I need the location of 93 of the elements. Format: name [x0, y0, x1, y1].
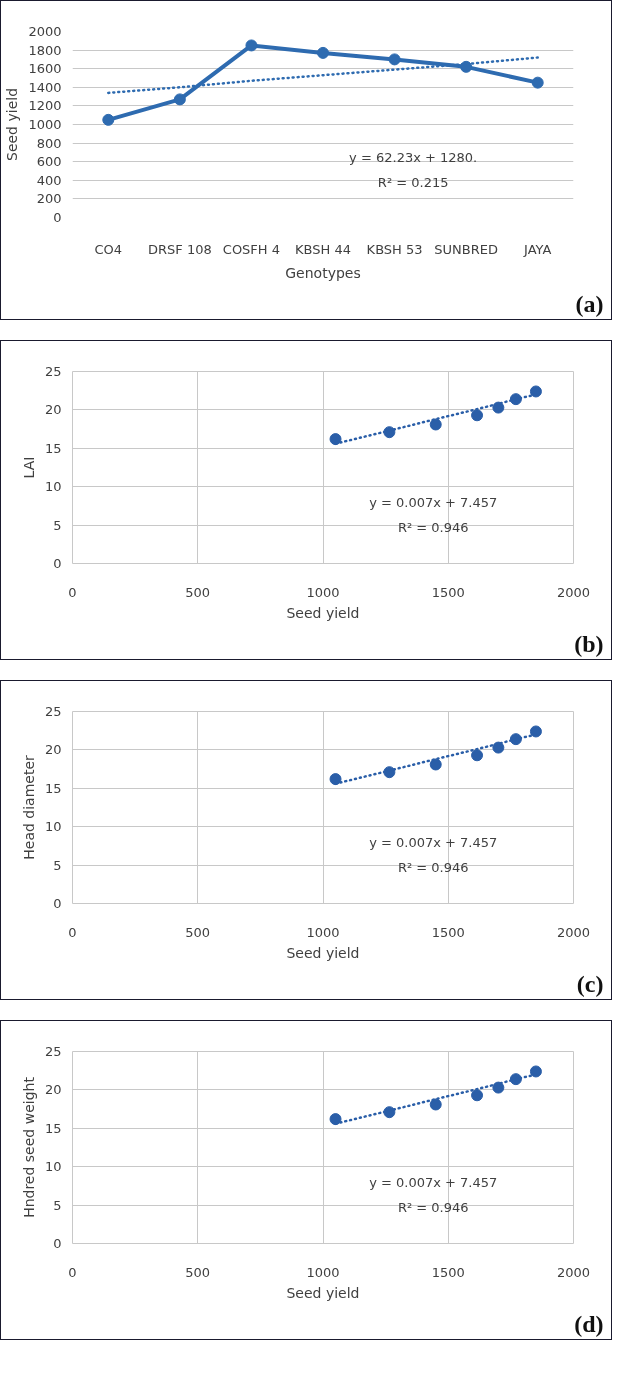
- y-axis-title: Head diameter: [20, 755, 37, 860]
- point: [329, 773, 342, 786]
- x-tick-label: CO4: [94, 241, 123, 257]
- y-axis-title: Hndred seed weight: [20, 1076, 37, 1218]
- y-tick-label: 1400: [28, 79, 62, 95]
- x-tick-label: 2000: [556, 1264, 591, 1280]
- y-tick-label: 25: [44, 364, 62, 379]
- annotation: R² = 0.215: [377, 174, 449, 190]
- y-tick-label: 15: [44, 1120, 62, 1136]
- point: [471, 1089, 484, 1102]
- y-tick-label: 200: [36, 191, 62, 207]
- point: [492, 741, 505, 754]
- point: [388, 53, 401, 66]
- y-axis-title: Seed yield: [4, 87, 21, 162]
- y-tick-label: 20: [44, 742, 62, 758]
- y-tick-label: 5: [53, 857, 62, 873]
- x-tick-label: 1500: [431, 1264, 465, 1280]
- x-tick-label: COSFH 4: [222, 241, 281, 257]
- x-axis-title: Genotypes: [285, 264, 361, 281]
- x-tick-label: 500: [185, 584, 211, 600]
- y-tick-label: 1600: [28, 61, 62, 77]
- y-tick-label: 5: [53, 1197, 62, 1213]
- point: [329, 1113, 342, 1126]
- y-tick-label: 20: [44, 402, 62, 418]
- point: [492, 1081, 505, 1094]
- point: [102, 113, 115, 126]
- y-tick-label: 1200: [28, 98, 62, 114]
- x-tick-label: 500: [185, 924, 211, 940]
- x-axis-title: Seed yield: [286, 944, 360, 961]
- x-tick-label: 0: [68, 1264, 77, 1280]
- y-tick-label: 400: [36, 172, 62, 188]
- x-tick-label: KBSH 53: [366, 241, 423, 257]
- text: (c): [576, 970, 604, 997]
- point: [173, 93, 186, 106]
- point: [529, 385, 542, 398]
- x-tick-label: SUNBRED: [434, 241, 498, 257]
- x-tick-label: DRSF 108: [148, 241, 212, 257]
- annotation: y = 0.007x + 7.457: [369, 1174, 498, 1190]
- y-tick-label: 10: [44, 479, 62, 495]
- annotation: R² = 0.946: [397, 519, 469, 535]
- point: [471, 409, 484, 422]
- x-tick-label: 500: [185, 1264, 211, 1280]
- annotation: y = 62.23x + 1280.: [349, 150, 478, 166]
- x-tick-label: 1500: [431, 584, 465, 600]
- y-tick-label: 0: [53, 210, 62, 225]
- y-tick-label: 10: [44, 1159, 62, 1175]
- y-tick-label: 1800: [28, 42, 62, 58]
- x-tick-label: 0: [68, 924, 77, 940]
- point: [329, 433, 342, 446]
- x-axis-title: Seed yield: [286, 1284, 360, 1301]
- x-tick-label: JAYA: [523, 241, 552, 257]
- point: [531, 76, 544, 89]
- text: (a): [575, 290, 604, 317]
- point: [429, 758, 442, 771]
- x-tick-label: 1000: [306, 584, 340, 600]
- point: [529, 1065, 542, 1078]
- y-tick-label: 15: [44, 780, 62, 796]
- x-tick-label: KBSH 44: [295, 241, 351, 257]
- x-axis-title: Seed yield: [286, 604, 360, 621]
- x-tick-label: 2000: [556, 924, 591, 940]
- y-tick-label: 0: [53, 896, 62, 911]
- text: (d): [574, 1310, 604, 1337]
- text: (b): [574, 630, 604, 657]
- y-tick-label: 800: [36, 135, 62, 151]
- x-tick-label: 0: [68, 584, 77, 600]
- x-tick-label: 1000: [306, 924, 340, 940]
- point: [429, 418, 442, 431]
- point: [492, 401, 505, 414]
- x-tick-label: 1500: [431, 924, 465, 940]
- y-tick-label: 600: [36, 154, 62, 170]
- y-tick-label: 2000: [28, 24, 62, 39]
- point: [317, 46, 329, 59]
- y-tick-label: 0: [53, 1236, 62, 1251]
- point: [529, 725, 542, 738]
- y-tick-label: 25: [44, 1044, 62, 1059]
- annotation: R² = 0.946: [397, 859, 469, 875]
- y-tick-label: 0: [53, 556, 62, 571]
- annotation: y = 0.007x + 7.457: [369, 494, 498, 510]
- point: [245, 39, 258, 52]
- y-tick-label: 20: [44, 1082, 62, 1098]
- y-tick-label: 15: [44, 440, 62, 456]
- point: [429, 1098, 442, 1111]
- x-tick-label: 1000: [306, 1264, 340, 1280]
- y-tick-label: 25: [44, 704, 62, 719]
- y-tick-label: 5: [53, 517, 62, 533]
- annotation: y = 0.007x + 7.457: [369, 834, 498, 850]
- y-axis-title: LAI: [20, 456, 37, 479]
- annotation: R² = 0.946: [397, 1199, 469, 1215]
- y-tick-label: 1000: [28, 117, 62, 132]
- point: [471, 749, 484, 762]
- x-tick-label: 2000: [556, 584, 591, 600]
- y-tick-label: 10: [44, 819, 62, 835]
- point: [460, 60, 473, 73]
